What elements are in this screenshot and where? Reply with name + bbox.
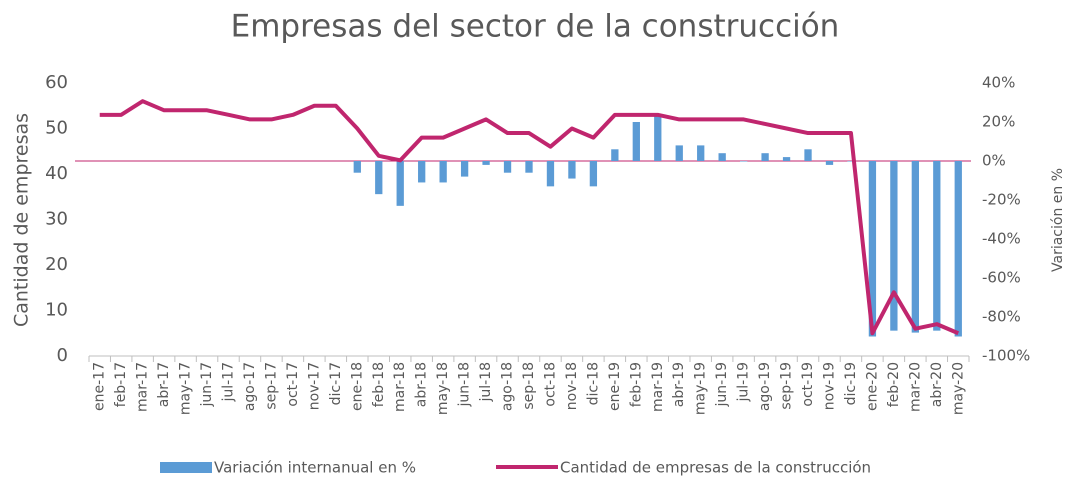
bar [611,149,619,161]
bar [782,157,791,161]
legend-label: Cantidad de empresas de la construcción [560,459,871,477]
x-tick-label: abr-18 [414,362,430,407]
y2-tick-label: -80% [982,308,1021,326]
x-tick-label: feb-18 [371,362,387,407]
x-tick-label: sep-19 [779,362,795,410]
x-tick-label: sep-17 [263,362,279,410]
legend-swatch [160,462,212,473]
x-tick-label: may-17 [178,362,194,415]
bar [589,161,598,187]
x-tick-label: feb-20 [886,362,902,407]
bar [568,161,576,179]
line [99,99,960,336]
x-tick-label: dic-18 [585,362,601,405]
bar [460,161,469,177]
bar [825,161,834,165]
y-tick-label: 30 [45,209,68,230]
x-tick-label: ago-17 [242,362,258,411]
x-tick-label: jul-19 [736,362,752,403]
y2-tick-label: 0% [982,152,1006,170]
x-tick-label: dic-19 [843,362,859,405]
x-tick-label: nov-19 [821,362,837,410]
x-tick-label: abr-19 [671,362,687,407]
bar [868,161,877,337]
bar [353,161,361,173]
bar [761,153,769,161]
bar [396,161,404,206]
y-tick-label: 0 [57,345,68,366]
bar [654,116,662,161]
x-tick-label: nov-17 [306,362,322,410]
y-tick-label: 60 [45,72,68,93]
x-tick-label: dic-17 [328,362,344,405]
x-tick-label: ene-20 [864,362,880,411]
bar [675,145,683,161]
x-tick-label: feb-17 [113,362,129,407]
y-tick-label: 50 [45,118,68,139]
x-tick-label: may-20 [950,362,966,415]
y-axis-label: Cantidad de empresas [11,113,33,327]
y2-tick-label: -20% [982,191,1021,209]
x-tick-label: ene-18 [349,362,365,411]
chart-title: Empresas del sector de la construcción [231,9,840,45]
x-tick-label: oct-19 [800,362,816,407]
x-tick-label: ene-19 [607,362,623,411]
legend-label: Variación internanual en % [214,459,416,477]
bar [718,153,726,161]
y-tick-label: 40 [45,163,68,184]
x-tick-label: ago-18 [500,362,516,411]
x-tick-label: mar-17 [135,362,151,412]
x-tick-label: nov-18 [564,362,580,410]
x-tick-label: jun-17 [199,362,215,408]
bar [418,161,426,183]
x-tick-label: mar-20 [907,362,923,412]
x-tick-label: oct-18 [542,362,558,407]
bar [697,145,705,161]
x-tick-label: mar-18 [392,362,408,412]
y-tick-label: 20 [45,254,68,275]
x-tick-label: jun-18 [457,362,473,408]
x-tick-label: abr-20 [929,362,945,407]
bar [482,161,490,165]
x-tick-label: ene-17 [92,362,108,411]
x-tick-label: ago-19 [757,362,773,411]
x-tick-label: may-19 [693,362,709,415]
y2-tick-label: -60% [982,269,1021,287]
bar [525,161,533,173]
bar [375,161,383,195]
bar [739,161,748,162]
y2-tick-label: 40% [982,74,1015,92]
bar [847,161,855,162]
y2-tick-label: -40% [982,230,1021,248]
y2-tick-label: 20% [982,113,1015,131]
bar [804,149,812,161]
y2-axis-label: Variación en % [1050,168,1066,272]
x-tick-label: jun-19 [714,362,730,408]
x-tick-label: abr-17 [156,362,172,407]
x-tick-label: sep-18 [521,362,537,410]
x-tick-label: mar-19 [650,362,666,412]
bar [503,161,512,173]
y2-tick-label: -100% [982,347,1030,365]
x-tick-label: jul-18 [478,362,494,403]
x-tick-label: feb-19 [628,362,644,407]
bar [933,161,941,331]
bar [632,122,640,161]
bar [890,161,898,331]
bar [546,161,555,187]
bar [911,161,919,333]
bar [439,161,447,183]
x-tick-label: may-18 [435,362,451,415]
x-tick-label: oct-17 [285,362,301,407]
y-tick-label: 10 [45,300,68,321]
x-tick-label: jul-17 [221,362,237,403]
bar [954,161,962,337]
